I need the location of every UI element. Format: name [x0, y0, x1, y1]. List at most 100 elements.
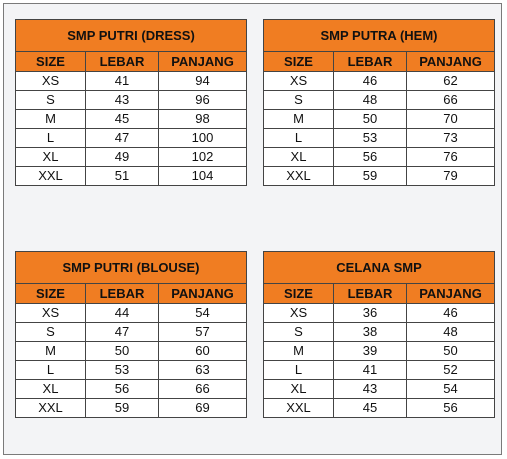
size-cell: S [15, 322, 86, 342]
table-row: S 43 96 [15, 90, 248, 110]
size-cell: XXL [15, 166, 86, 186]
panjang-cell: 62 [405, 71, 496, 91]
panjang-cell: 104 [157, 166, 248, 186]
table-row: XL 56 66 [15, 379, 247, 399]
size-cell: XS [15, 71, 86, 91]
lebar-cell: 36 [333, 303, 407, 323]
size-cell: XS [263, 71, 334, 91]
lebar-cell: 53 [333, 128, 407, 148]
column-header-size: SIZE [263, 283, 334, 304]
lebar-cell: 38 [333, 322, 407, 342]
size-cell: M [263, 341, 334, 361]
lebar-cell: 41 [333, 360, 407, 380]
lebar-cell: 47 [85, 322, 159, 342]
table-row: M 45 98 [15, 109, 248, 129]
lebar-cell: 53 [85, 360, 159, 380]
lebar-cell: 51 [85, 166, 159, 186]
lebar-cell: 46 [333, 71, 407, 91]
column-header-panjang: PANJANG [158, 283, 247, 304]
lebar-cell: 41 [85, 71, 159, 91]
table-row: S 48 66 [263, 90, 496, 110]
lebar-cell: 44 [85, 303, 159, 323]
table-row: XL 43 54 [263, 379, 496, 399]
panjang-cell: 98 [157, 109, 248, 129]
table-row: XXL 45 56 [263, 398, 496, 418]
size-cell: XS [15, 303, 86, 323]
table-row: M 50 60 [15, 341, 247, 361]
size-cell: S [15, 90, 86, 110]
lebar-cell: 43 [85, 90, 159, 110]
size-table-smp-putri-dress: SMP PUTRI (DRESS) SIZE LEBAR PANJANG XS 4… [14, 19, 248, 186]
table-row: XXL 51 104 [15, 166, 248, 186]
table-row: L 41 52 [263, 360, 496, 380]
table-row: XXL 59 69 [15, 398, 247, 418]
panjang-cell: 102 [157, 147, 248, 167]
size-cell: L [263, 360, 334, 380]
panjang-cell: 100 [157, 128, 248, 148]
column-header-size: SIZE [263, 51, 334, 72]
lebar-cell: 50 [333, 109, 407, 129]
size-cell: S [263, 90, 334, 110]
table-title: SMP PUTRA (HEM) [262, 19, 496, 52]
panjang-cell: 79 [405, 166, 496, 186]
table-row: XS 46 62 [263, 71, 496, 91]
panjang-cell: 63 [158, 360, 247, 380]
panjang-cell: 70 [405, 109, 496, 129]
panjang-cell: 57 [158, 322, 247, 342]
column-header-lebar: LEBAR [333, 51, 407, 72]
column-header-panjang: PANJANG [157, 51, 248, 72]
table-row: L 53 73 [263, 128, 496, 148]
table-row: XS 44 54 [15, 303, 247, 323]
lebar-cell: 47 [85, 128, 159, 148]
panjang-cell: 46 [405, 303, 496, 323]
table-title: SMP PUTRI (BLOUSE) [15, 251, 247, 284]
table-row: XXL 59 79 [263, 166, 496, 186]
lebar-cell: 49 [85, 147, 159, 167]
column-header-size: SIZE [15, 51, 86, 72]
size-table-smp-putra-hem: SMP PUTRA (HEM) SIZE LEBAR PANJANG XS 46 6… [262, 19, 496, 186]
table-row: XS 41 94 [15, 71, 248, 91]
panjang-cell: 96 [157, 90, 248, 110]
panjang-cell: 73 [405, 128, 496, 148]
table-row: L 47 100 [15, 128, 248, 148]
size-cell: XXL [263, 398, 334, 418]
lebar-cell: 45 [333, 398, 407, 418]
panjang-cell: 60 [158, 341, 247, 361]
table-row: S 38 48 [263, 322, 496, 342]
panjang-cell: 66 [158, 379, 247, 399]
size-cell: XL [263, 147, 334, 167]
panjang-cell: 69 [158, 398, 247, 418]
lebar-cell: 56 [85, 379, 159, 399]
lebar-cell: 59 [85, 398, 159, 418]
table-row: S 47 57 [15, 322, 247, 342]
table-row: XL 49 102 [15, 147, 248, 167]
panjang-cell: 50 [405, 341, 496, 361]
table-title: CELANA SMP [262, 251, 496, 284]
panjang-cell: 54 [158, 303, 247, 323]
lebar-cell: 43 [333, 379, 407, 399]
size-cell: XL [263, 379, 334, 399]
column-header-panjang: PANJANG [405, 51, 496, 72]
column-header-lebar: LEBAR [85, 51, 159, 72]
panjang-cell: 48 [405, 322, 496, 342]
size-cell: M [263, 109, 334, 129]
panjang-cell: 54 [405, 379, 496, 399]
column-header-panjang: PANJANG [405, 283, 496, 304]
size-cell: XXL [263, 166, 334, 186]
table-row: XL 56 76 [263, 147, 496, 167]
table-row: M 50 70 [263, 109, 496, 129]
size-cell: L [15, 360, 86, 380]
lebar-cell: 56 [333, 147, 407, 167]
size-cell: L [263, 128, 334, 148]
size-cell: S [263, 322, 334, 342]
panjang-cell: 94 [157, 71, 248, 91]
table-title: SMP PUTRI (DRESS) [14, 19, 248, 52]
size-cell: L [15, 128, 86, 148]
size-cell: M [15, 341, 86, 361]
size-cell: M [15, 109, 86, 129]
panjang-cell: 56 [405, 398, 496, 418]
lebar-cell: 39 [333, 341, 407, 361]
lebar-cell: 48 [333, 90, 407, 110]
column-header-size: SIZE [15, 283, 86, 304]
column-header-lebar: LEBAR [333, 283, 407, 304]
